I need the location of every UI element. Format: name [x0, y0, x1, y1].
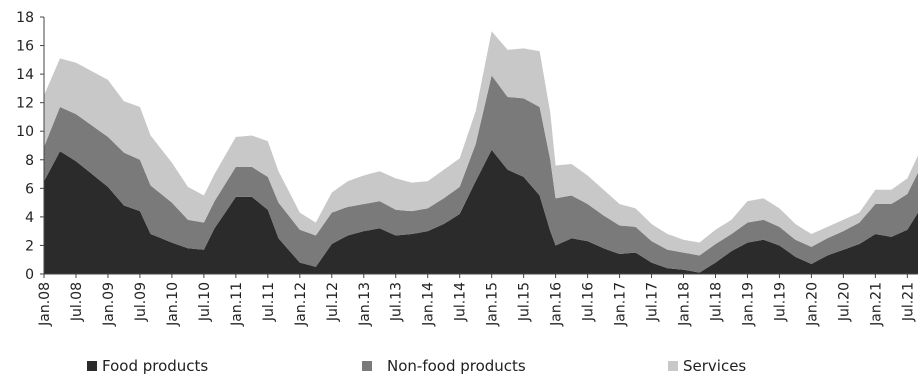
x-tick-label: Jul.13 [389, 282, 405, 322]
legend-swatch [362, 361, 372, 371]
x-tick-label: Jul.16 [581, 282, 597, 322]
area-series-non-food-products [44, 75, 918, 273]
x-axis-ticks: Jan.08 Jul.08 Jan.09 Jul.09 Jan.10 Jul.10 Jan.… [37, 274, 916, 327]
y-tick-label: 6 [25, 181, 34, 197]
y-tick-label: 2 [25, 238, 34, 254]
x-tick-label: Jan.19 [740, 282, 756, 327]
y-tick-label: 0 [25, 267, 34, 283]
y-tick-label: 12 [16, 96, 34, 112]
x-tick-label: Jan.16 [549, 282, 565, 327]
area-series-services [44, 31, 918, 256]
y-tick-label: 18 [16, 10, 34, 26]
x-tick-label: Jan.12 [293, 282, 309, 327]
y-tick-label: 16 [16, 39, 34, 55]
x-tick-label: Jul.11 [261, 282, 277, 322]
x-tick-label: Jan.10 [165, 282, 181, 327]
x-tick-label: Jul.20 [836, 282, 852, 322]
legend-item-non-food-products: Non-food products [362, 357, 526, 374]
x-tick-label: Jul.19 [772, 282, 788, 322]
legend-label: Non-food products [387, 357, 526, 374]
y-tick-label: 4 [25, 210, 34, 226]
x-tick-label: Jan.08 [37, 282, 53, 327]
legend-swatch [87, 361, 97, 371]
x-tick-label: Jan.20 [804, 282, 820, 327]
x-tick-label: Jan.15 [485, 282, 501, 327]
x-tick-label: Jul.10 [197, 282, 213, 322]
x-tick-label: Jan.17 [613, 282, 629, 327]
x-tick-label: Jul.09 [133, 282, 149, 322]
x-tick-label: Jan.11 [229, 282, 245, 327]
x-tick-label: Jul.18 [708, 282, 724, 322]
legend-label: Food products [102, 357, 208, 374]
x-tick-label: Jan.13 [357, 282, 373, 327]
x-tick-label: Jan.21 [868, 282, 884, 327]
x-tick-label: Jul.14 [453, 282, 469, 322]
y-tick-label: 8 [25, 153, 34, 169]
area-layer [44, 31, 918, 274]
x-tick-label: Jul.17 [645, 282, 661, 322]
x-tick-label: Jul.08 [69, 282, 85, 322]
y-tick-label: 14 [16, 67, 34, 83]
x-tick-label: Jul.15 [517, 282, 533, 322]
x-tick-label: Jul.12 [325, 282, 341, 322]
x-tick-label: Jan.09 [101, 282, 117, 327]
y-axis-ticks: 0 2 4 6 8 10 12 14 16 18 [16, 10, 44, 283]
area-series-food-products [44, 149, 918, 274]
legend-label: Services [683, 357, 746, 374]
legend: Food products Non-food products Services [87, 357, 746, 374]
legend-item-services: Services [668, 357, 746, 374]
legend-item-food-products: Food products [87, 357, 208, 374]
legend-swatch [668, 361, 678, 371]
x-tick-label: Jan.18 [677, 282, 693, 327]
y-tick-label: 10 [16, 124, 34, 140]
x-tick-label: Jan.14 [421, 282, 437, 327]
x-tick-label: Jul.21 [900, 282, 916, 322]
